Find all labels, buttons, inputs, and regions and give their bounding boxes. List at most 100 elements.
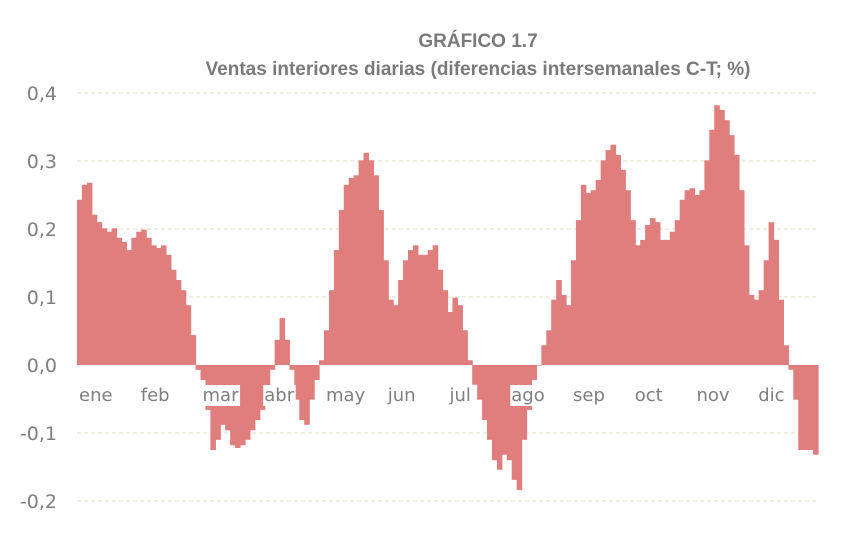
bar: [654, 222, 661, 365]
bar: [284, 339, 291, 365]
bar: [778, 299, 785, 365]
bar: [491, 365, 498, 461]
bar: [319, 360, 325, 365]
bar: [378, 209, 384, 365]
bar: [615, 154, 621, 365]
x-tick-label: sep: [573, 385, 605, 406]
chart-subtitle: Ventas interiores diarias (diferencias i…: [205, 59, 751, 80]
chart-title: GRÁFICO 1.7: [418, 31, 538, 52]
x-tick-label: abr: [264, 385, 294, 406]
bar: [328, 290, 335, 365]
x-tick-label-background: [510, 385, 546, 406]
bar: [798, 365, 804, 450]
x-tick-label: feb: [141, 385, 170, 406]
bar: [398, 280, 404, 365]
bar: [432, 245, 439, 365]
bar: [472, 365, 478, 385]
bar: [659, 239, 666, 365]
bar: [185, 305, 192, 365]
bar: [679, 199, 686, 365]
bar: [309, 365, 315, 400]
bar: [259, 365, 266, 410]
bar: [165, 254, 172, 365]
bar: [689, 188, 696, 365]
bar: [571, 260, 577, 365]
bar: [605, 150, 612, 365]
bar: [773, 239, 780, 365]
bar: [541, 345, 547, 365]
x-tick-label-background: [695, 385, 731, 406]
bar: [694, 195, 701, 365]
bar: [580, 184, 587, 365]
bar: [407, 250, 414, 365]
bar: [753, 299, 760, 365]
bar: [91, 214, 98, 365]
x-tick-label-background: [447, 385, 472, 406]
bar: [699, 190, 705, 365]
bar: [363, 152, 370, 365]
bar: [254, 365, 261, 421]
bar: [314, 365, 320, 380]
bar: [758, 290, 765, 365]
bar: [106, 231, 113, 365]
bar: [635, 245, 641, 365]
bar: [743, 245, 750, 365]
bar: [77, 199, 83, 365]
y-tick-label: 0,1: [27, 287, 57, 309]
bar: [625, 190, 631, 365]
bar: [793, 365, 799, 400]
x-tick-label: jul: [449, 385, 471, 406]
bar: [279, 318, 286, 365]
bar: [585, 192, 592, 365]
bar: [590, 190, 597, 365]
bar: [650, 218, 656, 365]
bar: [333, 250, 340, 365]
bar: [353, 175, 360, 365]
bar: [768, 222, 775, 365]
bar: [482, 365, 488, 421]
bar: [467, 360, 473, 365]
bar: [763, 260, 770, 365]
x-tick-label-background: [78, 385, 114, 406]
bar: [808, 365, 814, 450]
y-tick-label: -0,2: [20, 491, 57, 513]
bar: [324, 330, 330, 365]
bar: [195, 365, 202, 370]
bar: [487, 365, 493, 440]
bar: [200, 365, 207, 380]
bar: [264, 365, 271, 395]
x-tick-label-background: [385, 385, 417, 406]
bar: [299, 365, 305, 421]
bar: [81, 184, 88, 365]
x-tick-label-background: [139, 385, 171, 406]
bar: [427, 250, 434, 365]
x-tick-label-background: [757, 385, 786, 406]
bar: [640, 239, 646, 365]
bar: [536, 365, 542, 366]
bar: [437, 269, 444, 365]
y-tick-label: 0,2: [27, 219, 57, 241]
bar: [101, 228, 108, 365]
bar: [146, 237, 152, 365]
bar: [620, 169, 626, 365]
bar: [729, 135, 735, 365]
bar: [709, 129, 715, 365]
y-tick-label: 0,4: [27, 83, 57, 105]
x-tick-label-background: [201, 385, 241, 406]
bar: [546, 330, 552, 365]
bar: [151, 245, 157, 365]
x-tick-label-background: [263, 385, 296, 406]
bar: [610, 144, 617, 365]
bar: [180, 290, 187, 365]
bar: [422, 254, 429, 365]
bar: [595, 180, 602, 365]
bar: [249, 365, 256, 431]
bar: [566, 305, 572, 365]
bar: [244, 365, 251, 440]
bar: [556, 280, 562, 365]
bar: [734, 154, 740, 365]
bar: [496, 365, 503, 470]
bar: [373, 175, 379, 365]
bar: [240, 365, 246, 446]
bar: [417, 254, 424, 365]
